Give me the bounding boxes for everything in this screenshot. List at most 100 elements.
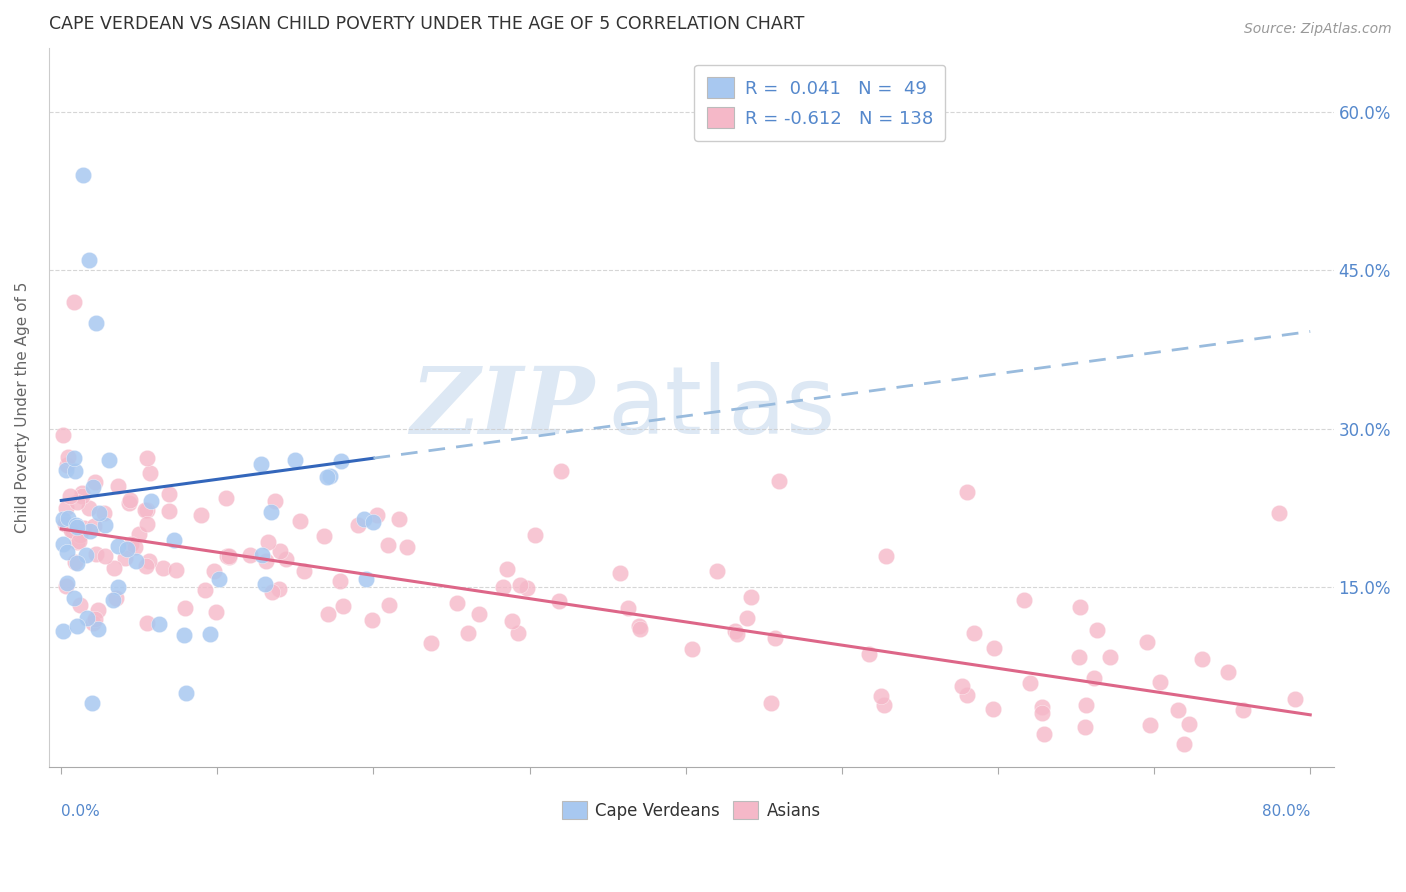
Point (875, 549, 897, 563)
Point (104, 591, 127, 606)
Point (63, 464, 86, 478)
Point (56, 545, 79, 559)
Point (1031, 699, 1053, 714)
Point (509, 578, 531, 592)
Point (135, 450, 157, 465)
Point (72, 521, 94, 535)
Point (1019, 676, 1042, 690)
Point (62, 524, 84, 538)
Point (165, 563, 187, 577)
Point (128, 527, 150, 541)
Point (117, 541, 139, 556)
Point (492, 580, 515, 594)
Point (141, 493, 163, 508)
Point (1173, 738, 1195, 752)
Point (218, 550, 240, 565)
Point (173, 627, 195, 641)
Text: 80.0%: 80.0% (1261, 804, 1310, 819)
Point (205, 605, 228, 619)
Point (82, 696, 104, 710)
Point (316, 607, 339, 622)
Point (157, 504, 180, 518)
Point (763, 632, 786, 646)
Point (457, 625, 479, 640)
Point (82, 616, 104, 631)
Point (67, 534, 90, 549)
Point (1284, 692, 1306, 706)
Point (617, 600, 640, 615)
Point (173, 600, 195, 615)
Point (79, 524, 101, 538)
Point (93, 518, 115, 533)
Point (200, 627, 222, 641)
Point (873, 698, 896, 713)
Point (84, 475, 107, 489)
Point (361, 613, 384, 627)
Text: atlas: atlas (607, 361, 837, 453)
Point (319, 469, 342, 483)
Point (118, 496, 141, 510)
Point (63, 591, 86, 605)
Point (956, 485, 979, 500)
Point (55, 463, 77, 477)
Point (1074, 720, 1097, 734)
Point (56, 458, 79, 472)
Point (759, 696, 782, 710)
Point (239, 549, 262, 563)
Point (202, 564, 225, 578)
Point (65, 517, 87, 532)
Point (70, 489, 93, 503)
Point (292, 564, 315, 578)
Point (208, 572, 231, 586)
Point (353, 511, 375, 525)
Point (79, 501, 101, 516)
Point (56, 575, 79, 590)
Point (706, 564, 728, 578)
Point (1067, 649, 1090, 664)
Point (1268, 506, 1291, 520)
Point (136, 615, 159, 630)
Point (107, 580, 129, 594)
Point (1177, 716, 1199, 731)
Point (446, 596, 468, 610)
Point (215, 491, 238, 505)
Point (70, 485, 93, 500)
Point (125, 554, 148, 568)
Point (52, 624, 75, 638)
Point (501, 614, 523, 628)
Point (250, 457, 273, 471)
Point (548, 594, 571, 608)
Point (1032, 727, 1054, 741)
Point (288, 514, 311, 528)
Point (254, 554, 277, 568)
Point (157, 487, 180, 501)
Point (66, 534, 89, 549)
Point (1098, 650, 1121, 665)
Point (1074, 698, 1097, 713)
Point (83, 518, 105, 533)
Point (1083, 671, 1105, 685)
Point (981, 702, 1004, 716)
Point (269, 544, 291, 558)
Point (52, 536, 75, 550)
Point (84, 547, 107, 561)
Y-axis label: Child Poverty Under the Age of 5: Child Poverty Under the Age of 5 (15, 282, 30, 533)
Point (346, 517, 368, 532)
Point (134, 503, 156, 517)
Point (97, 453, 120, 467)
Point (72, 168, 94, 182)
Point (135, 559, 157, 574)
Point (93, 506, 115, 520)
Point (66, 619, 89, 633)
Point (66, 556, 89, 570)
Point (62, 294, 84, 309)
Point (1136, 634, 1159, 648)
Point (75, 549, 97, 563)
Point (65, 555, 87, 569)
Point (53, 516, 76, 531)
Point (378, 598, 401, 612)
Point (377, 538, 399, 552)
Point (194, 582, 217, 597)
Point (253, 577, 276, 591)
Point (1139, 717, 1161, 731)
